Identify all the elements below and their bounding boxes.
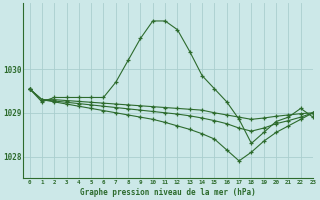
X-axis label: Graphe pression niveau de la mer (hPa): Graphe pression niveau de la mer (hPa) (80, 188, 256, 197)
